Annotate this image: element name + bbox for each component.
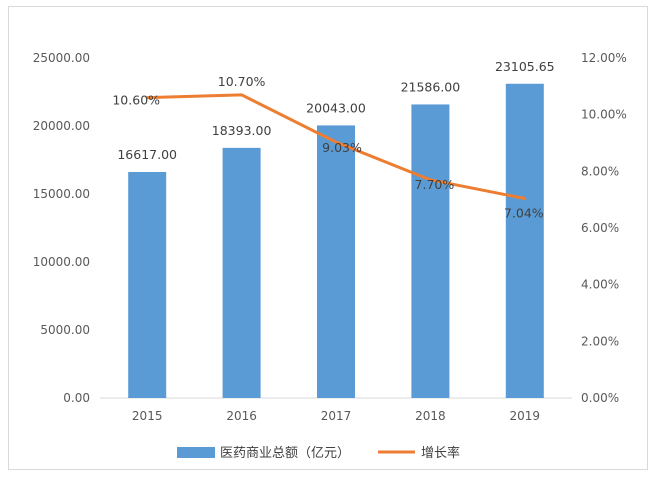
bar-data-label: 23105.65 <box>495 59 555 74</box>
bar-data-label: 20043.00 <box>306 100 366 115</box>
bar-data-label: 16617.00 <box>117 147 177 162</box>
line-data-label: 10.70% <box>218 74 266 89</box>
bar-data-labels: 16617.00 18393.00 20043.00 21586.00 23105.65 <box>117 59 554 162</box>
x-axis-ticks: 2015 2016 2017 2018 2019 <box>132 409 540 423</box>
left-tick-label: 15000.00 <box>33 187 90 201</box>
x-tick-label: 2016 <box>226 409 257 423</box>
legend: 医药商业总额（亿元） 增长率 <box>177 445 460 461</box>
right-tick-label: 8.00% <box>581 164 619 178</box>
line-data-labels: 10.60% 10.70% 9.03% 7.70% 7.04% <box>112 74 543 221</box>
bar <box>411 104 450 399</box>
bar-series <box>128 83 544 399</box>
left-tick-label: 5000.00 <box>40 323 90 337</box>
bar-data-label: 21586.00 <box>401 79 461 94</box>
x-tick-label: 2019 <box>510 409 541 423</box>
right-tick-label: 2.00% <box>581 334 619 348</box>
left-tick-label: 20000.00 <box>33 119 90 133</box>
right-tick-label: 6.00% <box>581 221 619 235</box>
x-tick-label: 2015 <box>132 409 163 423</box>
bar <box>128 172 167 398</box>
line-data-label: 9.03% <box>322 140 362 155</box>
left-axis-ticks: 0.00 5000.00 10000.00 15000.00 20000.00 25000… <box>33 51 90 405</box>
legend-label-line: 增长率 <box>421 445 460 461</box>
left-tick-label: 0.00 <box>63 391 90 405</box>
right-tick-label: 4.00% <box>581 278 619 292</box>
line-series <box>145 93 527 201</box>
x-tick-label: 2018 <box>415 409 446 423</box>
right-tick-label: 0.00% <box>581 391 619 405</box>
bar <box>222 147 261 398</box>
left-tick-label: 10000.00 <box>33 255 90 269</box>
bar-data-label: 18393.00 <box>212 123 272 138</box>
right-tick-label: 10.00% <box>581 108 627 122</box>
left-tick-label: 25000.00 <box>33 51 90 65</box>
line-data-label: 7.04% <box>504 206 544 221</box>
x-tick-label: 2017 <box>321 409 352 423</box>
right-tick-label: 12.00% <box>581 51 627 65</box>
line-data-label: 7.70% <box>415 177 455 192</box>
legend-label-bar: 医药商业总额（亿元） <box>220 446 350 461</box>
right-axis-ticks: 0.00% 2.00% 4.00% 6.00% 8.00% 10.00% 12.00% <box>581 51 627 405</box>
line-data-label: 10.60% <box>112 93 160 108</box>
bar <box>317 125 355 399</box>
bar <box>505 83 544 399</box>
legend-swatch-bar <box>177 447 215 458</box>
